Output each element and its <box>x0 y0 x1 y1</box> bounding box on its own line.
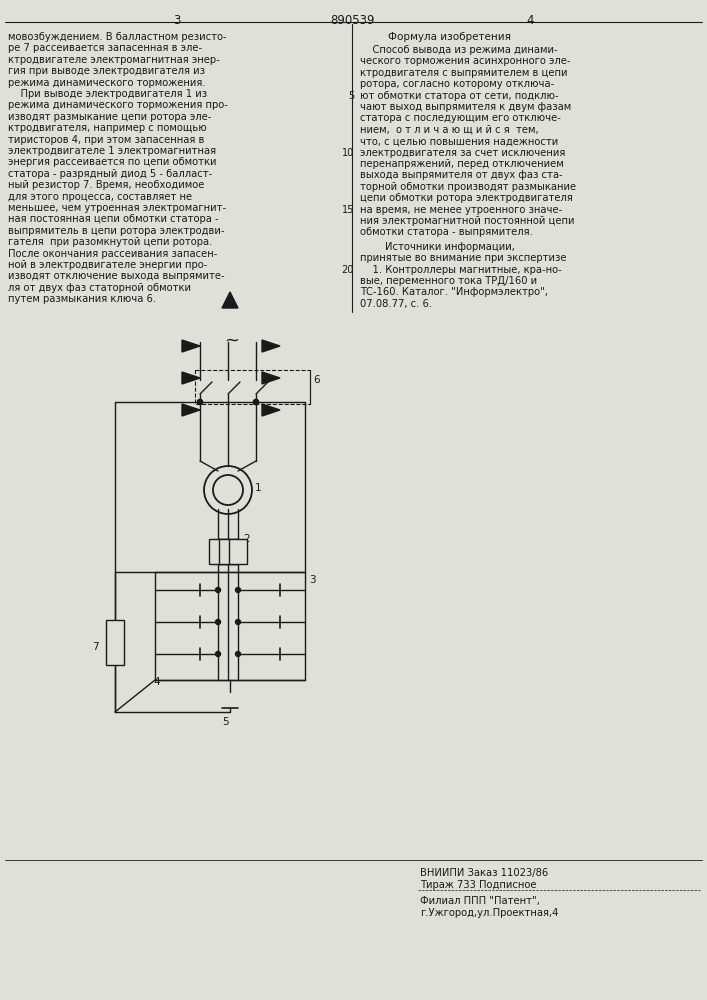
Text: 2: 2 <box>243 534 250 544</box>
Text: 6: 6 <box>313 375 320 385</box>
Text: ния электромагнитной постоянной цепи: ния электромагнитной постоянной цепи <box>360 216 575 226</box>
Circle shape <box>254 399 259 404</box>
Text: что, с целью повышения надежности: что, с целью повышения надежности <box>360 136 559 146</box>
Text: При выводе электродвигателя 1 из: При выводе электродвигателя 1 из <box>8 89 207 99</box>
Circle shape <box>254 399 259 404</box>
Bar <box>155 572 305 680</box>
Text: меньшее, чем утроенная электромагнит-: меньшее, чем утроенная электромагнит- <box>8 203 226 213</box>
Text: путем размыкания ключа 6.: путем размыкания ключа 6. <box>8 294 156 304</box>
Text: ~: ~ <box>225 332 240 350</box>
Text: 10: 10 <box>341 148 354 158</box>
Text: ротора, согласно которому отключа-: ротора, согласно которому отключа- <box>360 79 554 89</box>
Text: статора с последующим его отключе-: статора с последующим его отключе- <box>360 113 561 123</box>
Text: 15: 15 <box>341 205 354 215</box>
Text: 4: 4 <box>526 14 534 27</box>
Text: чают выход выпрямителя к двум фазам: чают выход выпрямителя к двум фазам <box>360 102 571 112</box>
Text: нием,  о т л и ч а ю щ и й с я  тем,: нием, о т л и ч а ю щ и й с я тем, <box>360 125 539 135</box>
Circle shape <box>216 587 221 592</box>
Text: ля от двух фаз статорной обмотки: ля от двух фаз статорной обмотки <box>8 283 191 293</box>
Text: на время, не менее утроенного значе-: на время, не менее утроенного значе- <box>360 205 562 215</box>
Text: Филиал ППП "Патент",: Филиал ППП "Патент", <box>420 896 540 906</box>
Polygon shape <box>262 340 280 352</box>
Text: перенапряжений, перед отключением: перенапряжений, перед отключением <box>360 159 563 169</box>
Text: торной обмотки производят размыкание: торной обмотки производят размыкание <box>360 182 576 192</box>
Text: ктродвигателе электромагнитная энер-: ктродвигателе электромагнитная энер- <box>8 55 220 65</box>
Text: гателя  при разомкнутой цепи ротора.: гателя при разомкнутой цепи ротора. <box>8 237 212 247</box>
Text: ной в электродвигателе энергии про-: ной в электродвигателе энергии про- <box>8 260 207 270</box>
Text: 3: 3 <box>309 575 315 585</box>
Polygon shape <box>222 292 238 308</box>
Circle shape <box>235 652 240 656</box>
Text: изводят отключение выхода выпрямите-: изводят отключение выхода выпрямите- <box>8 271 225 281</box>
Text: обмотки статора - выпрямителя.: обмотки статора - выпрямителя. <box>360 227 533 237</box>
Text: Источники информации,: Источники информации, <box>360 242 515 252</box>
Text: изводят размыкание цепи ротора эле-: изводят размыкание цепи ротора эле- <box>8 112 211 122</box>
Text: энергия рассеивается по цепи обмотки: энергия рассеивается по цепи обмотки <box>8 157 216 167</box>
Text: 7: 7 <box>92 642 98 652</box>
Text: электродвигателя за счет исключения: электродвигателя за счет исключения <box>360 148 566 158</box>
Text: статора - разрядный диод 5 - балласт-: статора - разрядный диод 5 - балласт- <box>8 169 212 179</box>
Text: режима динамического торможения.: режима динамического торможения. <box>8 78 206 88</box>
Bar <box>209 539 227 564</box>
Text: 4: 4 <box>153 677 160 687</box>
Text: Способ вывода из режима динами-: Способ вывода из режима динами- <box>360 45 558 55</box>
Text: Формула изобретения: Формула изобретения <box>389 32 511 42</box>
Text: выхода выпрямителя от двух фаз ста-: выхода выпрямителя от двух фаз ста- <box>360 170 563 180</box>
Circle shape <box>235 587 240 592</box>
Circle shape <box>197 399 202 404</box>
Text: 3: 3 <box>173 14 181 27</box>
Text: ная постоянная цепи обмотки статора -: ная постоянная цепи обмотки статора - <box>8 214 218 224</box>
Text: ческого торможения асинхронного эле-: ческого торможения асинхронного эле- <box>360 56 571 66</box>
Text: г.Ужгород,ул.Проектная,4: г.Ужгород,ул.Проектная,4 <box>420 908 559 918</box>
Text: для этого процесса, составляет не: для этого процесса, составляет не <box>8 192 192 202</box>
Text: Тираж 733 Подписное: Тираж 733 Подписное <box>420 880 537 890</box>
Bar <box>106 620 124 665</box>
Text: 07.08.77, с. 6.: 07.08.77, с. 6. <box>360 299 432 309</box>
Circle shape <box>235 619 240 624</box>
Text: принятые во внимание при экспертизе: принятые во внимание при экспертизе <box>360 253 566 263</box>
Circle shape <box>216 619 221 624</box>
Circle shape <box>216 652 221 656</box>
Text: 20: 20 <box>341 265 354 275</box>
Text: ный резистор 7. Время, необходимое: ный резистор 7. Время, необходимое <box>8 180 204 190</box>
Text: 890539: 890539 <box>331 14 375 27</box>
Text: 1. Контроллеры магнитные, кра-но-: 1. Контроллеры магнитные, кра-но- <box>360 265 562 275</box>
Text: ют обмотки статора от сети, подклю-: ют обмотки статора от сети, подклю- <box>360 91 559 101</box>
Text: 1: 1 <box>255 483 262 493</box>
Text: режима динамического торможения про-: режима динамического торможения про- <box>8 100 228 110</box>
Polygon shape <box>262 372 280 384</box>
Text: гия при выводе электродвигателя из: гия при выводе электродвигателя из <box>8 66 205 76</box>
Bar <box>229 539 247 564</box>
Text: выпрямитель в цепи ротора электродви-: выпрямитель в цепи ротора электродви- <box>8 226 225 236</box>
Circle shape <box>197 399 202 404</box>
Text: ВНИИПИ Заказ 11023/86: ВНИИПИ Заказ 11023/86 <box>420 868 548 878</box>
Text: ктродвигателя, например с помощью: ктродвигателя, например с помощью <box>8 123 206 133</box>
Text: 5: 5 <box>223 717 229 727</box>
Text: ТС-160. Каталог. "Информэлектро",: ТС-160. Каталог. "Информэлектро", <box>360 287 548 297</box>
Text: После окончания рассеивания запасен-: После окончания рассеивания запасен- <box>8 249 217 259</box>
Bar <box>219 539 237 564</box>
Polygon shape <box>182 372 200 384</box>
Text: цепи обмотки ротора электродвигателя: цепи обмотки ротора электродвигателя <box>360 193 573 203</box>
Text: тиристоров 4, при этом запасенная в: тиристоров 4, при этом запасенная в <box>8 135 204 145</box>
Text: 5: 5 <box>348 91 354 101</box>
Text: вые, переменного тока ТРД/160 и: вые, переменного тока ТРД/160 и <box>360 276 537 286</box>
Polygon shape <box>182 404 200 416</box>
Polygon shape <box>262 404 280 416</box>
Text: мовозбуждением. В балластном резисто-: мовозбуждением. В балластном резисто- <box>8 32 227 42</box>
Text: ктродвигателя с выпрямителем в цепи: ктродвигателя с выпрямителем в цепи <box>360 68 568 78</box>
Text: электродвигателе 1 электромагнитная: электродвигателе 1 электромагнитная <box>8 146 216 156</box>
Text: ре 7 рассеивается запасенная в эле-: ре 7 рассеивается запасенная в эле- <box>8 43 202 53</box>
Polygon shape <box>182 340 200 352</box>
